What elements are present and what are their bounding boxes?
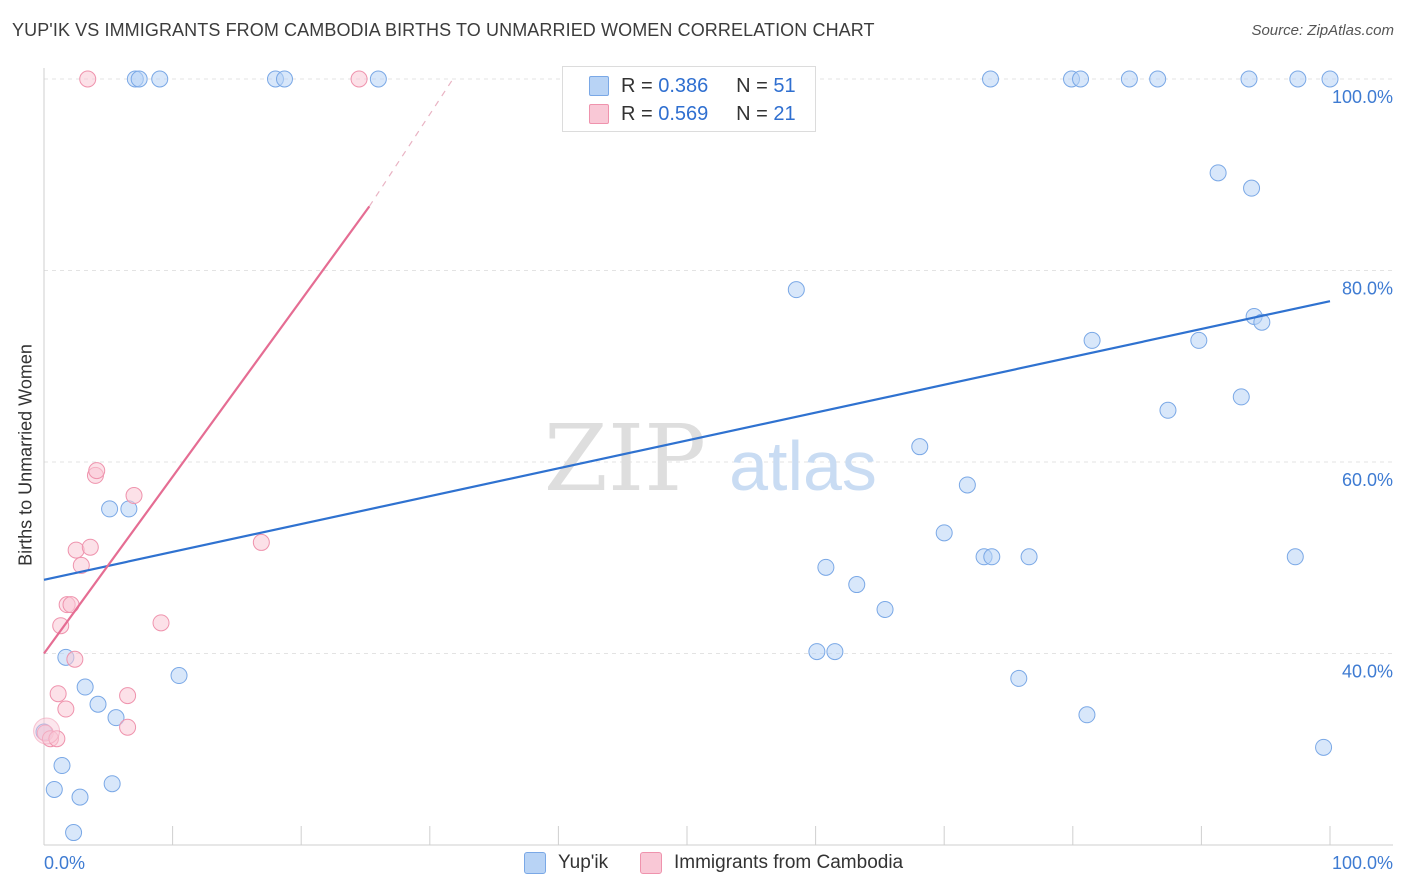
r-value-yupik: 0.386 <box>658 74 709 97</box>
cambodia-swatch <box>589 104 609 124</box>
y-tick-label-0: 40.0% <box>1342 662 1393 682</box>
yupik-point-24 <box>876 600 894 618</box>
r-label: R = <box>621 102 653 125</box>
cambodia-point-12 <box>81 538 99 556</box>
yupik-point-9 <box>103 775 121 793</box>
cambodia-point-11 <box>79 70 97 88</box>
n-label: N = <box>736 102 768 125</box>
yupik-point-26 <box>935 524 953 542</box>
yupik-point-21 <box>817 558 835 576</box>
cambodia-point-cluster <box>33 717 61 745</box>
yupik-point-1 <box>45 780 63 798</box>
grid-lines <box>44 78 1393 654</box>
yupik-point-23 <box>848 576 866 594</box>
y-tick-label-2: 80.0% <box>1342 279 1393 299</box>
legend-item-cambodia: Immigrants from Cambodia <box>640 852 903 874</box>
yupik-point-30 <box>1020 548 1038 566</box>
x-tick-label-min: 0.0% <box>44 853 85 873</box>
yupik-point-32 <box>1078 706 1096 724</box>
yupik-point-2 <box>53 757 71 775</box>
x-tick-label-max: 100.0% <box>1332 853 1393 873</box>
cambodia-trend-line <box>43 205 371 655</box>
yupik-point-47 <box>1149 70 1167 88</box>
yupik-point-5 <box>71 788 89 806</box>
y-tick-label-1: 60.0% <box>1342 470 1393 490</box>
axes <box>43 68 1393 846</box>
cambodia-point-5 <box>57 700 75 718</box>
yupik-point-27 <box>958 476 976 494</box>
yupik-swatch <box>589 76 609 96</box>
yupik-point-45 <box>1072 70 1090 88</box>
r-value-cambodia: 0.569 <box>658 102 709 125</box>
cambodia-legend-swatch <box>640 852 662 874</box>
y-tick-label-3: 100.0% <box>1332 87 1393 107</box>
yupik-trend-line <box>43 300 1331 581</box>
trend-lines <box>43 78 1331 655</box>
yupik-point-7 <box>89 695 107 713</box>
cambodia-point-4 <box>52 617 70 635</box>
yupik-point-12 <box>170 667 188 685</box>
tick-labels: 40.0% 60.0% 80.0% 100.0% 0.0% 100.0% <box>44 87 1393 873</box>
yupik-point-41 <box>1286 548 1304 566</box>
yupik-point-31 <box>1010 669 1028 687</box>
yupik-point-49 <box>1289 70 1307 88</box>
yupik-point-29 <box>983 548 1001 566</box>
yupik-legend-swatch <box>524 852 546 874</box>
yupik-point-38 <box>1243 179 1261 197</box>
cambodia-point-3 <box>49 685 67 703</box>
yupik-point-10 <box>107 709 125 727</box>
correlation-legend: R = 0.386 N = 51 R = 0.569 N = 21 <box>562 66 816 132</box>
cambodia-point-14 <box>88 462 106 480</box>
yupik-point-34 <box>1159 401 1177 419</box>
yupik-point-46 <box>1120 70 1138 88</box>
yupik-point-14 <box>130 70 148 88</box>
watermark-zip: ZIP <box>544 405 706 512</box>
cambodia-point-9 <box>67 541 85 559</box>
chart-title: YUP'IK VS IMMIGRANTS FROM CAMBODIA BIRTH… <box>12 20 875 40</box>
cambodia-point-19 <box>252 533 270 551</box>
yupik-point-4 <box>65 824 83 842</box>
n-value-yupik: 51 <box>773 74 796 97</box>
cambodia-point-8 <box>66 650 84 668</box>
legend-item-yupik: Yup'ik <box>524 852 608 874</box>
yupik-point-37 <box>1232 388 1250 406</box>
legend-label-cambodia: Immigrants from Cambodia <box>674 852 904 873</box>
data-points <box>33 70 1339 842</box>
y-axis-label: Births to Unmarried Women <box>15 344 36 566</box>
yupik-point-15 <box>151 70 169 88</box>
cambodia-point-20 <box>350 70 368 88</box>
source-label: Source: ZipAtlas.com <box>1251 22 1394 39</box>
yupik-point-8 <box>101 500 119 518</box>
yupik-point-43 <box>981 70 999 88</box>
legend-label-yupik: Yup'ik <box>558 852 609 873</box>
yupik-point-35 <box>1190 331 1208 349</box>
yupik-point-6 <box>76 678 94 696</box>
n-value-cambodia: 21 <box>773 102 796 125</box>
yupik-point-33 <box>1083 331 1101 349</box>
yupik-point-42 <box>1315 738 1333 756</box>
cambodia-point-10 <box>72 556 90 574</box>
n-label: N = <box>736 74 768 97</box>
cambodia-trend-extension <box>368 78 454 207</box>
yupik-point-40 <box>1253 313 1271 331</box>
cambodia-point-18 <box>152 614 170 632</box>
cambodia-point-15 <box>119 718 137 736</box>
series-legend: Yup'ik Immigrants from Cambodia <box>0 852 1406 878</box>
cambodia-point-17 <box>125 487 143 505</box>
watermark-atlas: atlas <box>729 427 877 505</box>
yupik-point-48 <box>1240 70 1258 88</box>
r-label: R = <box>621 74 653 97</box>
yupik-point-22 <box>826 643 844 661</box>
yupik-point-25 <box>911 438 929 456</box>
cambodia-point-16 <box>119 687 137 705</box>
yupik-point-20 <box>808 643 826 661</box>
yupik-point-17 <box>275 70 293 88</box>
yupik-point-50 <box>1321 70 1339 88</box>
yupik-point-36 <box>1209 164 1227 182</box>
yupik-point-18 <box>369 70 387 88</box>
yupik-point-19 <box>787 281 805 299</box>
